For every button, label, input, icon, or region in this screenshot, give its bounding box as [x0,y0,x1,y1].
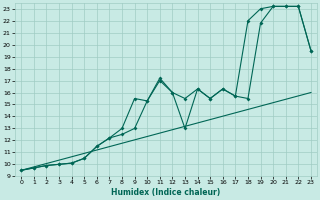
X-axis label: Humidex (Indice chaleur): Humidex (Indice chaleur) [111,188,221,197]
